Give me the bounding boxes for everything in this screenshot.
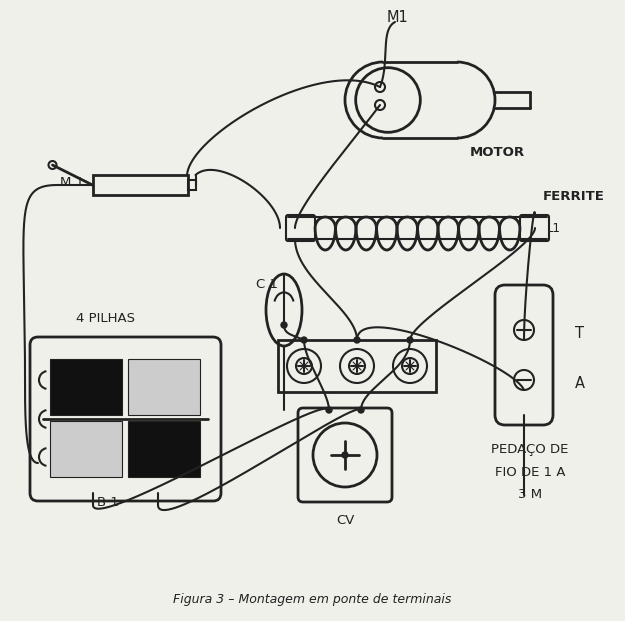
Bar: [188, 180, 196, 190]
Bar: [50, 359, 122, 415]
Text: B 1: B 1: [97, 497, 119, 509]
Text: M1: M1: [386, 11, 408, 25]
Circle shape: [301, 337, 307, 343]
Text: T: T: [575, 325, 584, 340]
Bar: [92, 175, 188, 195]
Text: Figura 3 – Montagem em ponte de terminais: Figura 3 – Montagem em ponte de terminai…: [173, 594, 451, 607]
Circle shape: [49, 161, 56, 169]
Text: M 1: M 1: [60, 176, 84, 189]
Text: 3 M: 3 M: [518, 487, 542, 501]
Text: CV: CV: [336, 514, 354, 527]
Circle shape: [326, 407, 332, 413]
Circle shape: [407, 337, 413, 343]
Circle shape: [358, 407, 364, 413]
Text: MOTOR: MOTOR: [470, 147, 525, 160]
Circle shape: [342, 452, 348, 458]
Bar: [278, 340, 436, 392]
Text: C 1: C 1: [256, 278, 278, 291]
Bar: [128, 421, 200, 477]
Circle shape: [281, 322, 287, 328]
Circle shape: [354, 337, 360, 343]
Text: L1: L1: [547, 222, 561, 235]
Text: FIO DE 1 A: FIO DE 1 A: [495, 466, 565, 479]
Text: A: A: [575, 376, 585, 391]
Text: 4 PILHAS: 4 PILHAS: [76, 312, 134, 325]
Text: FERRITE: FERRITE: [543, 189, 605, 202]
Bar: [50, 421, 122, 477]
Bar: [128, 359, 200, 415]
Text: PEDAÇO DE: PEDAÇO DE: [491, 443, 569, 456]
